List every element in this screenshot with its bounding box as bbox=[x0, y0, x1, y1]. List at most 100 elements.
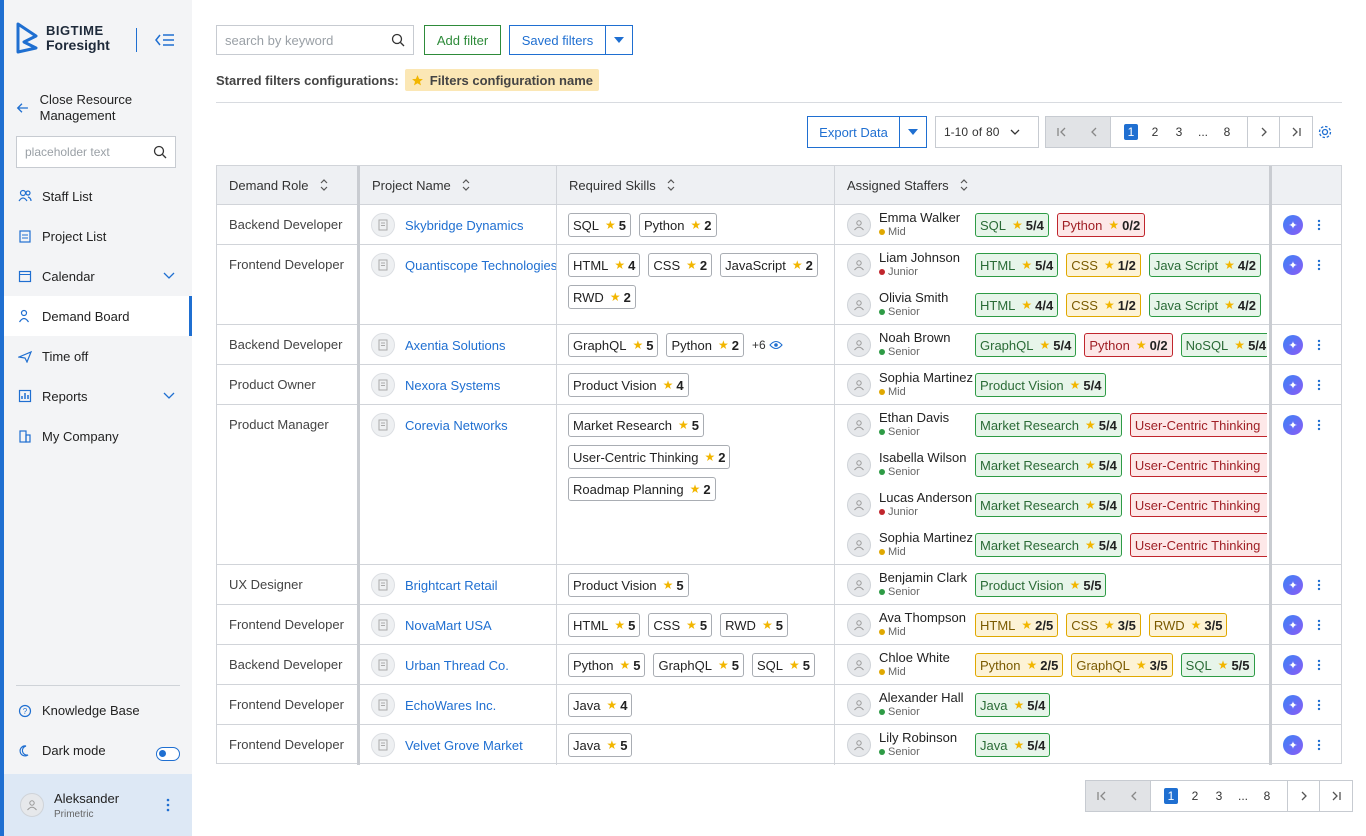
avatar[interactable] bbox=[847, 413, 871, 437]
project-link[interactable]: Urban Thread Co. bbox=[405, 657, 509, 673]
avatar[interactable] bbox=[847, 733, 871, 757]
user-profile[interactable]: Aleksander Primetric bbox=[4, 774, 192, 836]
page-size-select[interactable]: 1-10 of 80 bbox=[935, 116, 1039, 148]
staffer-name[interactable]: Lily Robinson bbox=[879, 730, 958, 745]
staffer-name[interactable]: Ava Thompson bbox=[879, 610, 966, 625]
staffer-name[interactable]: Isabella Wilson bbox=[879, 450, 967, 465]
avatar[interactable] bbox=[847, 253, 871, 277]
page-number[interactable]: 3 bbox=[1215, 789, 1223, 803]
kebab-menu-icon[interactable] bbox=[1317, 259, 1321, 271]
sidebar-search-input[interactable]: placeholder text bbox=[16, 136, 176, 168]
staffer-name[interactable]: Lucas Anderson bbox=[879, 490, 973, 505]
ai-assist-icon[interactable]: ✦ bbox=[1283, 415, 1303, 435]
sort-icon[interactable] bbox=[319, 178, 329, 192]
sidebar-item-my-company[interactable]: My Company bbox=[4, 416, 192, 456]
column-header-required-skills[interactable]: Required Skills bbox=[557, 166, 835, 205]
ai-assist-icon[interactable]: ✦ bbox=[1283, 375, 1303, 395]
project-link[interactable]: Skybridge Dynamics bbox=[405, 217, 524, 233]
export-data-button[interactable]: Export Data bbox=[807, 116, 927, 148]
staffer-name[interactable]: Emma Walker bbox=[879, 210, 961, 225]
export-dropdown[interactable] bbox=[900, 117, 926, 147]
page-number[interactable]: 2 bbox=[1191, 789, 1199, 803]
kebab-menu-icon[interactable] bbox=[1317, 379, 1321, 391]
sidebar-item-demand-board[interactable]: Demand Board bbox=[4, 296, 192, 336]
next-page-icon[interactable] bbox=[1248, 117, 1280, 147]
kebab-menu-icon[interactable] bbox=[1317, 579, 1321, 591]
avatar[interactable] bbox=[847, 573, 871, 597]
kebab-menu-icon[interactable] bbox=[1317, 339, 1321, 351]
project-link[interactable]: NovaMart USA bbox=[405, 617, 492, 633]
starred-filter-chip[interactable]: Filters configuration name bbox=[404, 69, 599, 91]
page-number[interactable]: 8 bbox=[1223, 125, 1231, 139]
staffer-name[interactable]: Noah Brown bbox=[879, 330, 951, 345]
avatar[interactable] bbox=[847, 653, 871, 677]
ai-assist-icon[interactable]: ✦ bbox=[1283, 655, 1303, 675]
close-resource-management-link[interactable]: Close Resource Management bbox=[16, 92, 186, 124]
staffer-name[interactable]: Chloe White bbox=[879, 650, 950, 665]
first-page-icon[interactable] bbox=[1046, 117, 1078, 147]
page-number[interactable]: 1 bbox=[1119, 124, 1143, 140]
kebab-menu-icon[interactable] bbox=[1317, 659, 1321, 671]
saved-filters-dropdown[interactable] bbox=[606, 26, 632, 54]
sidebar-item-staff-list[interactable]: Staff List bbox=[4, 176, 192, 216]
page-number[interactable]: 8 bbox=[1263, 789, 1271, 803]
chevron-down-icon[interactable] bbox=[162, 268, 176, 282]
project-link[interactable]: Brightcart Retail bbox=[405, 577, 498, 593]
ai-assist-icon[interactable]: ✦ bbox=[1283, 695, 1303, 715]
ai-assist-icon[interactable]: ✦ bbox=[1283, 735, 1303, 755]
kebab-menu-icon[interactable] bbox=[1317, 699, 1321, 711]
column-header-assigned-staffers[interactable]: Assigned Staffers bbox=[835, 166, 1269, 205]
gear-icon[interactable] bbox=[1317, 124, 1333, 140]
dark-mode-toggle[interactable] bbox=[156, 747, 180, 761]
avatar[interactable] bbox=[847, 333, 871, 357]
column-header-demand-role[interactable]: Demand Role bbox=[217, 166, 359, 205]
avatar[interactable] bbox=[847, 693, 871, 717]
knowledge-base-link[interactable]: ? Knowledge Base bbox=[18, 703, 140, 718]
ai-assist-icon[interactable]: ✦ bbox=[1283, 615, 1303, 635]
prev-page-icon[interactable] bbox=[1118, 781, 1150, 811]
saved-filters-button[interactable]: Saved filters bbox=[509, 25, 633, 55]
project-link[interactable]: Corevia Networks bbox=[405, 417, 508, 433]
search-input[interactable]: search by keyword bbox=[216, 25, 414, 55]
page-number[interactable]: 1 bbox=[1159, 788, 1183, 804]
project-link[interactable]: Axentia Solutions bbox=[405, 337, 506, 353]
column-header-project-name[interactable]: Project Name bbox=[360, 166, 557, 205]
project-link[interactable]: Nexora Systems bbox=[405, 377, 501, 393]
ai-assist-icon[interactable]: ✦ bbox=[1283, 215, 1303, 235]
avatar[interactable] bbox=[847, 453, 871, 477]
project-link[interactable]: EchoWares Inc. bbox=[405, 697, 497, 713]
next-page-icon[interactable] bbox=[1288, 781, 1320, 811]
ai-assist-icon[interactable]: ✦ bbox=[1283, 575, 1303, 595]
avatar[interactable] bbox=[847, 613, 871, 637]
ai-assist-icon[interactable]: ✦ bbox=[1283, 255, 1303, 275]
staffer-name[interactable]: Benjamin Clark bbox=[879, 570, 968, 585]
page-number[interactable]: 2 bbox=[1151, 125, 1159, 139]
sort-icon[interactable] bbox=[666, 178, 676, 192]
avatar[interactable] bbox=[847, 213, 871, 237]
sidebar-item-calendar[interactable]: Calendar bbox=[4, 256, 192, 296]
last-page-icon[interactable] bbox=[1320, 781, 1352, 811]
ai-assist-icon[interactable]: ✦ bbox=[1283, 335, 1303, 355]
staffer-name[interactable]: Sophia Martinez bbox=[879, 370, 973, 385]
kebab-menu-icon[interactable] bbox=[1317, 619, 1321, 631]
collapse-sidebar-icon[interactable] bbox=[154, 30, 176, 50]
sort-icon[interactable] bbox=[461, 178, 471, 192]
kebab-menu-icon[interactable] bbox=[166, 798, 170, 812]
prev-page-icon[interactable] bbox=[1078, 117, 1110, 147]
staffer-name[interactable]: Liam Johnson bbox=[879, 250, 960, 265]
last-page-icon[interactable] bbox=[1280, 117, 1312, 147]
sidebar-item-time-off[interactable]: Time off bbox=[4, 336, 192, 376]
saved-filters-label[interactable]: Saved filters bbox=[510, 26, 606, 54]
project-link[interactable]: Quantiscope Technologies bbox=[405, 257, 558, 273]
staffer-name[interactable]: Ethan Davis bbox=[879, 410, 950, 425]
avatar[interactable] bbox=[847, 293, 871, 317]
avatar[interactable] bbox=[847, 373, 871, 397]
kebab-menu-icon[interactable] bbox=[1317, 419, 1321, 431]
chevron-down-icon[interactable] bbox=[162, 388, 176, 402]
avatar[interactable] bbox=[847, 533, 871, 557]
sidebar-item-project-list[interactable]: Project List bbox=[4, 216, 192, 256]
kebab-menu-icon[interactable] bbox=[1317, 739, 1321, 751]
sort-icon[interactable] bbox=[959, 178, 969, 192]
staffer-name[interactable]: Alexander Hall bbox=[879, 690, 964, 705]
project-link[interactable]: Velvet Grove Market bbox=[405, 737, 523, 753]
